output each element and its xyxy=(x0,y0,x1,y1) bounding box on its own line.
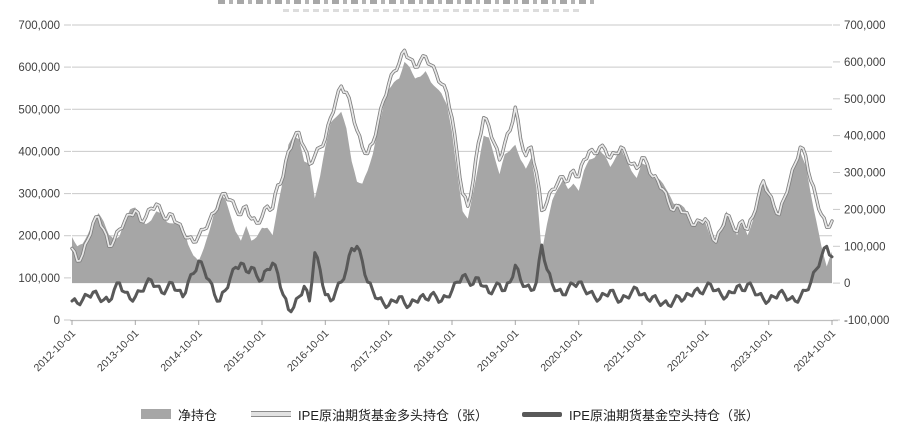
x-axis-label: 2014-10-01 xyxy=(158,328,205,375)
y-axis-label-left: 500,000 xyxy=(18,104,60,116)
x-axis-label: 2021-10-01 xyxy=(602,328,649,375)
x-axis-label: 2020-10-01 xyxy=(538,328,585,375)
y-axis-label-right: 300,000 xyxy=(844,168,886,180)
legend-item-net: 净持仓 xyxy=(141,405,217,424)
x-axis-label: 2024-10-01 xyxy=(792,328,839,375)
y-axis-label-right: 400,000 xyxy=(844,131,886,143)
x-axis-labels: 2012-10-01 2013-10-01 2014-10-01 2015-10-01… xyxy=(32,328,839,375)
legend-label-short: IPE原油期货基金空头持仓（张） xyxy=(569,407,759,423)
y-axis-label-right: 100,000 xyxy=(844,241,886,253)
y-axis-label-left: 700,000 xyxy=(18,20,60,32)
long-line-swatch-icon xyxy=(251,411,292,417)
x-axis-label: 2012-10-01 xyxy=(32,328,79,375)
y-axis-label-right: 0 xyxy=(844,278,850,290)
series-plot xyxy=(70,48,834,314)
x-axis-label: 2022-10-01 xyxy=(665,328,712,375)
y-axis-labels-left: 700,000 600,000 500,000 400,000 300,000 200,0… xyxy=(18,20,60,327)
x-axis-label: 2023-10-01 xyxy=(728,328,775,375)
x-axis-label: 2016-10-01 xyxy=(285,328,332,375)
short-line-swatch-icon xyxy=(522,411,562,417)
net-position-area xyxy=(72,61,832,284)
y-axis-label-right: 700,000 xyxy=(844,20,886,32)
y-axis-label-left: 0 xyxy=(54,315,60,327)
y-axis-label-right: 500,000 xyxy=(844,94,886,106)
y-axis-label-left: 600,000 xyxy=(18,62,60,74)
legend-item-short: IPE原油期货基金空头持仓（张） xyxy=(522,405,759,424)
x-axis-label: 2017-10-01 xyxy=(348,328,395,375)
chart-legend: 净持仓 IPE原油期货基金多头持仓（张） IPE原油期货基金空头持仓（张） xyxy=(0,399,900,429)
x-axis-label: 2013-10-01 xyxy=(95,328,142,375)
x-axis-label: 2019-10-01 xyxy=(475,328,522,375)
y-axis-label-left: 300,000 xyxy=(18,189,60,201)
long-position-line xyxy=(71,49,833,262)
y-axis-labels-right: 700,000 600,000 500,000 400,000 300,000 200,0… xyxy=(844,20,889,327)
short-position-line xyxy=(70,243,834,314)
legend-item-long: IPE原油期货基金多头持仓（张） xyxy=(251,405,488,424)
y-axis-label-right: -100,000 xyxy=(844,315,889,327)
legend-label-long: IPE原油期货基金多头持仓（张） xyxy=(298,407,488,423)
axis-ticks xyxy=(64,24,840,325)
y-axis-label-right: 600,000 xyxy=(844,57,886,69)
positions-chart: 700,000 600,000 500,000 400,000 300,000 200,0… xyxy=(18,20,889,375)
y-axis-label-left: 200,000 xyxy=(18,231,60,243)
x-axis-label: 2015-10-01 xyxy=(222,328,269,375)
legend-label-net: 净持仓 xyxy=(178,407,218,423)
y-axis-label-left: 400,000 xyxy=(18,146,60,158)
x-axis-label: 2018-10-01 xyxy=(412,328,459,375)
y-axis-label-left: 100,000 xyxy=(18,273,60,285)
net-area-swatch-icon xyxy=(141,409,172,419)
y-axis-label-right: 200,000 xyxy=(844,204,886,216)
